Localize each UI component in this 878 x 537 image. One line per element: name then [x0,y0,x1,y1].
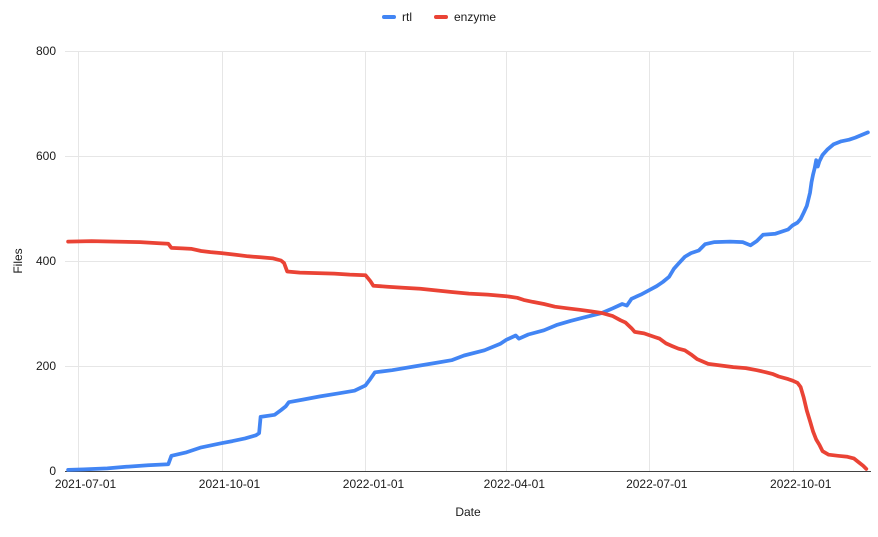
x-tick-label: 2022-07-01 [626,477,688,491]
legend-label-rtl: rtl [401,10,412,24]
x-tick-label: 2022-01-01 [343,477,405,491]
x-axis-title: Date [455,505,481,519]
x-tick-label: 2022-10-01 [770,477,832,491]
legend-item-rtl[interactable]: rtl [381,10,412,24]
legend-swatch-enzyme-icon [433,15,448,19]
legend-swatch-rtl-icon [381,15,396,19]
x-tick-label: 2021-07-01 [55,477,117,491]
y-tick-label: 800 [36,44,56,58]
y-tick-label: 0 [49,464,56,478]
legend-label-enzyme: enzyme [453,10,497,24]
x-tick-label: 2021-10-01 [199,477,261,491]
y-tick-label: 200 [36,359,56,373]
y-tick-label: 400 [36,254,56,268]
legend-item-enzyme[interactable]: enzyme [433,10,497,24]
chart-legend: rtl enzyme [0,10,878,24]
y-axis-title: Files [11,248,25,274]
x-tick-label: 2022-04-01 [484,477,546,491]
series-line-rtl[interactable] [66,130,870,472]
series-line-enzyme[interactable] [66,239,869,471]
y-tick-label: 600 [36,149,56,163]
